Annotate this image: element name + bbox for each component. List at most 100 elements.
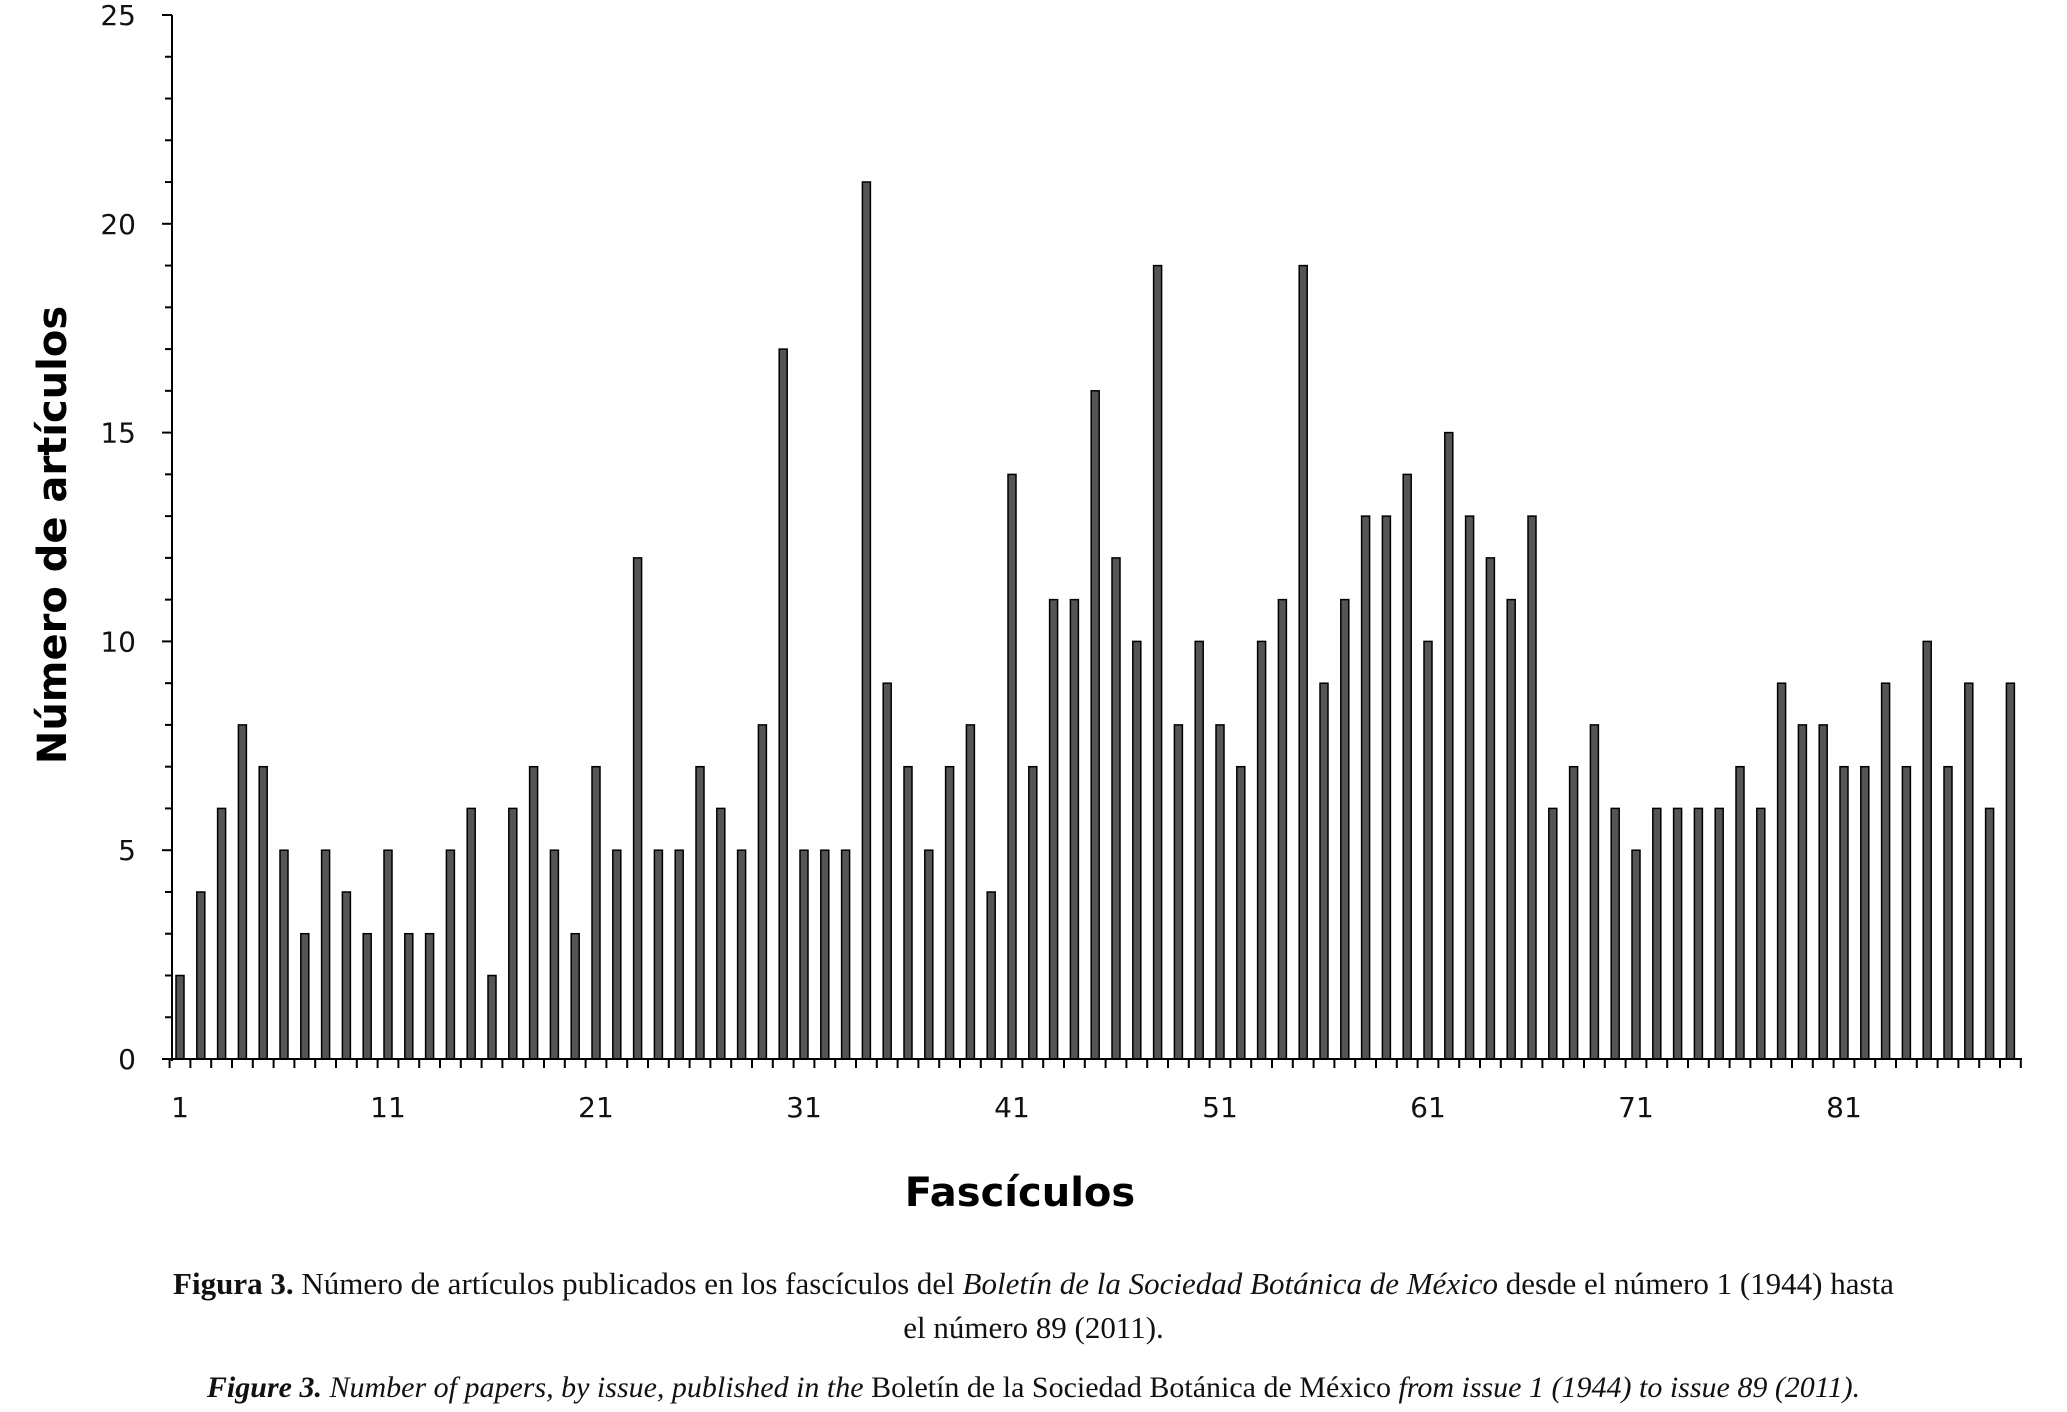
bar-83	[1880, 682, 1891, 1060]
bar-11	[383, 849, 393, 1060]
bar-19	[549, 849, 560, 1060]
bar-21	[591, 765, 601, 1060]
caption-es-journal: Boletín de la Sociedad Botánica de Méxic…	[962, 1266, 1498, 1301]
bar-40	[986, 891, 996, 1060]
bar-77	[1756, 807, 1766, 1060]
bar-49	[1173, 724, 1184, 1060]
bar-82	[1860, 765, 1870, 1060]
bar-2	[196, 891, 206, 1060]
bar-47	[1132, 640, 1142, 1060]
bar-62	[1444, 431, 1454, 1060]
caption-es-label: Figura 3.	[173, 1266, 294, 1301]
bar-64	[1485, 557, 1496, 1060]
bar-67	[1548, 807, 1558, 1060]
bar-88	[1984, 807, 1995, 1060]
bar-75	[1714, 807, 1724, 1060]
bar-28	[736, 849, 747, 1060]
y-tick-label: 0	[118, 1043, 136, 1076]
x-tick-label: 11	[370, 1091, 406, 1124]
bar-43	[1048, 598, 1059, 1060]
bar-55	[1298, 264, 1308, 1060]
x-tick-label: 41	[994, 1091, 1030, 1124]
y-axis-title: Número de artículos	[30, 306, 76, 764]
bar-39	[965, 724, 976, 1060]
x-tick-label: 61	[1410, 1091, 1446, 1124]
bar-44	[1069, 598, 1080, 1060]
bar-4	[237, 724, 248, 1060]
x-tick-label: 51	[1202, 1091, 1238, 1124]
bar-51	[1215, 724, 1225, 1060]
caption-en-label: Figure 3.	[206, 1371, 322, 1404]
bar-66	[1527, 515, 1537, 1060]
y-tick-label: 25	[100, 0, 136, 32]
x-tick-label: 81	[1826, 1091, 1862, 1124]
y-tick-label: 5	[118, 834, 136, 867]
bar-69	[1589, 724, 1600, 1060]
caption-es-text1: Número de artículos publicados en los fa…	[293, 1266, 963, 1301]
bar-65	[1506, 598, 1516, 1060]
caption-es-line2: el número 89 (2011).	[903, 1310, 1164, 1345]
bar-10	[362, 932, 372, 1060]
bar-46	[1111, 557, 1121, 1060]
bar-45	[1090, 390, 1100, 1060]
y-tick-label: 20	[100, 208, 136, 241]
bar-23	[632, 557, 643, 1060]
bar-7	[300, 932, 310, 1060]
caption-en-text2: from issue 1 (1944) to issue 89 (2011).	[1390, 1371, 1861, 1404]
bar-60	[1402, 473, 1412, 1060]
bar-54	[1277, 598, 1288, 1060]
bar-30	[778, 348, 788, 1060]
y-tick-label: 10	[100, 625, 136, 658]
bar-20	[570, 932, 580, 1060]
bar-14	[445, 849, 456, 1060]
bar-13	[424, 932, 435, 1060]
bar-53	[1256, 640, 1267, 1060]
x-tick-label: 71	[1618, 1091, 1654, 1124]
bar-71	[1631, 849, 1641, 1060]
bar-12	[404, 932, 414, 1060]
bar-56	[1319, 682, 1329, 1060]
bar-42	[1028, 765, 1038, 1060]
bar-9	[341, 891, 352, 1060]
bar-84	[1901, 765, 1912, 1060]
bar-27	[716, 807, 726, 1060]
caption-en-journal: Boletín de la Sociedad Botánica de Méxic…	[871, 1371, 1391, 1404]
bar-76	[1735, 765, 1745, 1060]
bar-29	[757, 724, 768, 1060]
bar-6	[279, 849, 289, 1060]
bar-80	[1818, 724, 1828, 1060]
bar-72	[1652, 807, 1662, 1060]
bar-25	[674, 849, 684, 1060]
bar-16	[487, 974, 497, 1060]
bar-5	[258, 765, 268, 1060]
bar-26	[695, 765, 705, 1060]
bars-group	[175, 181, 2016, 1060]
bar-8	[320, 849, 331, 1060]
x-tick-label: 31	[786, 1091, 822, 1124]
bar-58	[1360, 515, 1371, 1060]
bar-15	[466, 807, 476, 1060]
bar-31	[799, 849, 809, 1060]
bar-89	[2005, 682, 2016, 1060]
bar-18	[528, 765, 539, 1060]
bar-74	[1693, 807, 1704, 1060]
bar-36	[903, 765, 913, 1060]
x-axis-title: Fascículos	[905, 1170, 1135, 1216]
bar-86	[1943, 765, 1953, 1060]
axes-group	[162, 14, 2022, 1068]
bar-17	[508, 807, 518, 1060]
bar-50	[1194, 640, 1204, 1060]
bar-87	[1964, 682, 1974, 1060]
bar-35	[882, 682, 892, 1060]
bar-33	[840, 849, 851, 1060]
bar-34	[861, 181, 872, 1060]
x-tick-label: 21	[578, 1091, 614, 1124]
bar-68	[1568, 765, 1579, 1060]
caption-en-text1: Number of papers, by issue, published in…	[321, 1371, 872, 1404]
bar-38	[944, 765, 955, 1060]
bar-24	[653, 849, 664, 1060]
caption-english: Figure 3. Number of papers, by issue, pu…	[0, 1370, 2067, 1406]
bar-22	[612, 849, 622, 1060]
